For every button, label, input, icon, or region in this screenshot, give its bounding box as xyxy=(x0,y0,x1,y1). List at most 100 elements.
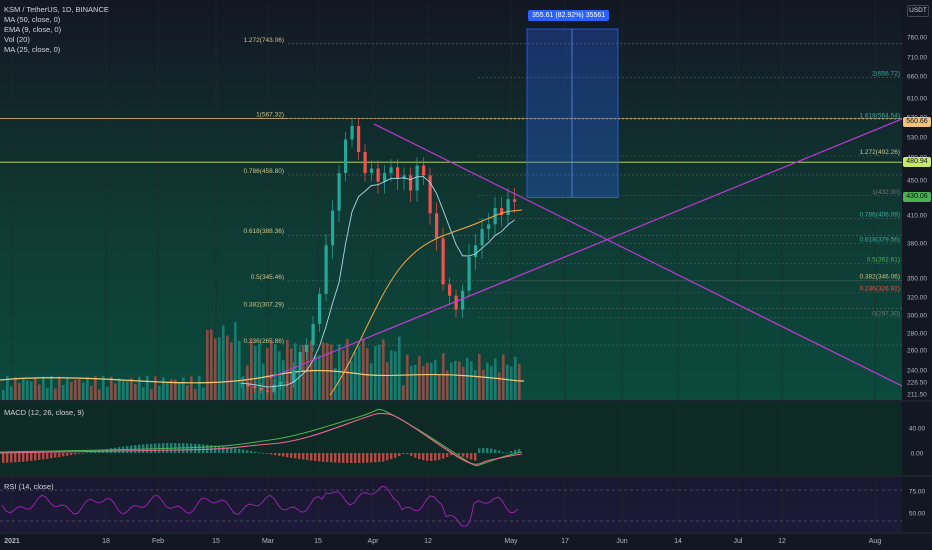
volume-bar xyxy=(494,358,497,400)
fib-level-label: 1.272(743.06) xyxy=(244,37,284,44)
volume-bar xyxy=(446,370,449,400)
macd-bar xyxy=(346,453,349,463)
candle-body xyxy=(318,293,322,324)
macd-bar xyxy=(366,453,369,463)
fib-level-label: 1(432.00) xyxy=(872,189,900,196)
volume-bar xyxy=(298,369,301,400)
volume-bar xyxy=(378,344,381,400)
candle-body xyxy=(415,165,419,191)
position-label[interactable]: 355.61 (82.92%) 35561 xyxy=(528,10,610,21)
indicator-label[interactable]: Vol (20) xyxy=(4,35,30,44)
indicator-label[interactable]: MA (50, close, 0) xyxy=(4,15,61,24)
candle-body xyxy=(363,152,367,174)
volume-bar xyxy=(42,376,45,400)
symbol-title[interactable]: KSM / TetherUS, 1D, BINANCE xyxy=(4,5,109,14)
y-tick-label: 710.00 xyxy=(907,55,927,62)
volume-bar xyxy=(450,362,453,400)
y-tick-label: 760.00 xyxy=(907,35,927,42)
volume-bar xyxy=(170,379,173,400)
macd-bar xyxy=(322,453,325,462)
candle-body xyxy=(272,384,276,392)
volume-bar xyxy=(206,329,209,400)
y-tick-label: 350.00 xyxy=(907,276,927,283)
macd-bar xyxy=(286,453,289,458)
macd-bar xyxy=(430,453,433,461)
rsi-pane-label[interactable]: RSI (14, close) xyxy=(4,482,54,491)
volume-bar xyxy=(434,359,437,400)
volume-bar xyxy=(242,376,245,400)
fib-level-label: 1.618(564.54) xyxy=(860,113,900,120)
y-tick-label: 240.00 xyxy=(907,368,927,375)
y-tick-label: 320.00 xyxy=(907,295,927,302)
macd-bar xyxy=(6,453,9,463)
macd-bar xyxy=(10,453,13,463)
ema-line xyxy=(241,176,515,388)
macd-bar xyxy=(262,453,265,454)
rsi-tick-label: 50.00 xyxy=(909,511,926,518)
macd-bar xyxy=(318,453,321,462)
macd-bar xyxy=(474,453,477,461)
macd-bar xyxy=(330,453,333,463)
volume-bar xyxy=(10,386,13,400)
candle-body xyxy=(331,210,335,246)
macd-bar xyxy=(506,452,509,454)
y-tick-label: 450.00 xyxy=(907,178,927,185)
macd-bar xyxy=(398,453,401,456)
volume-bar xyxy=(162,377,165,400)
volume-bar xyxy=(258,344,261,400)
macd-bar xyxy=(22,453,25,462)
volume-bar xyxy=(302,344,305,400)
macd-bar xyxy=(194,443,197,453)
candle-body xyxy=(266,390,270,392)
volume-bar xyxy=(262,363,265,400)
macd-bar xyxy=(478,448,481,453)
macd-bar xyxy=(310,453,313,461)
volume-bar xyxy=(402,385,405,400)
macd-bar xyxy=(290,453,293,458)
candle-body xyxy=(396,167,400,179)
volume-bar xyxy=(190,376,193,400)
ascending-trendline xyxy=(268,118,903,379)
volume-bar xyxy=(266,347,269,400)
macd-bar xyxy=(470,453,473,460)
macd-bar xyxy=(114,447,117,453)
volume-bar xyxy=(506,364,509,400)
macd-bar xyxy=(374,453,377,463)
volume-ma-line xyxy=(0,369,525,384)
volume-bar xyxy=(22,378,25,400)
volume-bar xyxy=(398,336,401,400)
volume-bar xyxy=(2,390,5,400)
fib-level-label: 0.786(458.80) xyxy=(244,168,284,175)
fib-level-label: 0.382(346.06) xyxy=(860,273,900,280)
macd-bar xyxy=(26,453,29,462)
macd-bar xyxy=(402,453,405,455)
y-tick-label: 660.00 xyxy=(907,74,927,81)
indicator-label[interactable]: MA (25, close, 0) xyxy=(4,45,61,54)
volume-bar xyxy=(18,383,21,400)
volume-bar xyxy=(482,369,485,400)
candle-body xyxy=(246,383,250,387)
macd-pane-label[interactable]: MACD (12, 26, close, 9) xyxy=(4,408,85,417)
candle-body xyxy=(350,126,354,140)
indicator-label[interactable]: EMA (9, close, 0) xyxy=(4,25,62,34)
currency-badge[interactable]: USDT xyxy=(907,5,929,17)
macd-bar xyxy=(518,448,521,453)
volume-bar xyxy=(278,351,281,400)
volume-bar xyxy=(58,376,61,400)
macd-bar xyxy=(446,453,449,458)
fib-level-label: 0.236(265.86) xyxy=(244,338,284,345)
macd-bar xyxy=(458,453,461,455)
y-tick-label: 226.50 xyxy=(907,380,927,387)
macd-bar xyxy=(342,453,345,463)
macd-bar xyxy=(386,453,389,461)
macd-bar xyxy=(234,448,237,453)
volume-bar xyxy=(74,379,77,400)
volume-bar xyxy=(158,385,161,400)
candle-series xyxy=(240,117,517,394)
volume-bar xyxy=(38,384,41,400)
y-tick-label: 300.00 xyxy=(907,313,927,320)
volume-bar xyxy=(510,366,513,400)
candle-body xyxy=(311,324,315,345)
fib-level-label: 0.618(388.36) xyxy=(244,228,284,235)
